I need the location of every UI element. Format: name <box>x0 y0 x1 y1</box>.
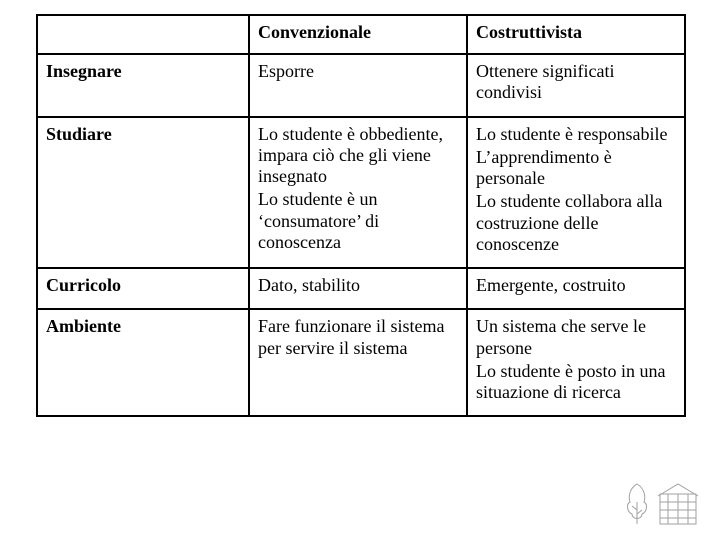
cell-text: Lo studente collabora alla costruzione d… <box>476 191 676 255</box>
cell-insegnare-costr: Ottenere significati condivisi <box>467 54 685 116</box>
cell-curricolo-costr: Emergente, costruito <box>467 268 685 309</box>
cell-curricolo-conv: Dato, stabilito <box>249 268 467 309</box>
cell-text: Lo studente è responsabile <box>476 124 676 145</box>
cell-studiare-conv: Lo studente è obbediente, impara ciò che… <box>249 117 467 268</box>
table-header-row: Convenzionale Costruttivista <box>37 15 685 54</box>
tree-icon <box>624 482 650 526</box>
cell-text: Ottenere significati condivisi <box>476 61 676 103</box>
row-label-ambiente: Ambiente <box>37 309 249 416</box>
cell-text: Esporre <box>258 61 458 82</box>
cell-text: L’apprendimento è personale <box>476 147 676 189</box>
cell-ambiente-costr: Un sistema che serve le persone Lo stude… <box>467 309 685 416</box>
table-row: Curricolo Dato, stabilito Emergente, cos… <box>37 268 685 309</box>
cell-text: Lo studente è obbediente, impara ciò che… <box>258 124 458 188</box>
table-row: Studiare Lo studente è obbediente, impar… <box>37 117 685 268</box>
cell-text: Lo studente è un ‘consumatore’ di conosc… <box>258 189 458 253</box>
cell-text: Lo studente è posto in una situazione di… <box>476 361 676 403</box>
row-label-studiare: Studiare <box>37 117 249 268</box>
building-icon <box>656 482 700 526</box>
decoration-sketch-icon <box>624 482 700 526</box>
row-label-insegnare: Insegnare <box>37 54 249 116</box>
cell-text: Fare funzionare il sistema per servire i… <box>258 316 458 358</box>
cell-studiare-costr: Lo studente è responsabile L’apprendimen… <box>467 117 685 268</box>
header-costruttivista: Costruttivista <box>467 15 685 54</box>
header-blank <box>37 15 249 54</box>
comparison-table: Convenzionale Costruttivista Insegnare E… <box>36 14 686 417</box>
row-label-curricolo: Curricolo <box>37 268 249 309</box>
table-row: Ambiente Fare funzionare il sistema per … <box>37 309 685 416</box>
table-row: Insegnare Esporre Ottenere significati c… <box>37 54 685 116</box>
cell-text: Un sistema che serve le persone <box>476 316 676 358</box>
cell-insegnare-conv: Esporre <box>249 54 467 116</box>
header-convenzionale: Convenzionale <box>249 15 467 54</box>
cell-text: Emergente, costruito <box>476 275 676 296</box>
cell-ambiente-conv: Fare funzionare il sistema per servire i… <box>249 309 467 416</box>
cell-text: Dato, stabilito <box>258 275 458 296</box>
